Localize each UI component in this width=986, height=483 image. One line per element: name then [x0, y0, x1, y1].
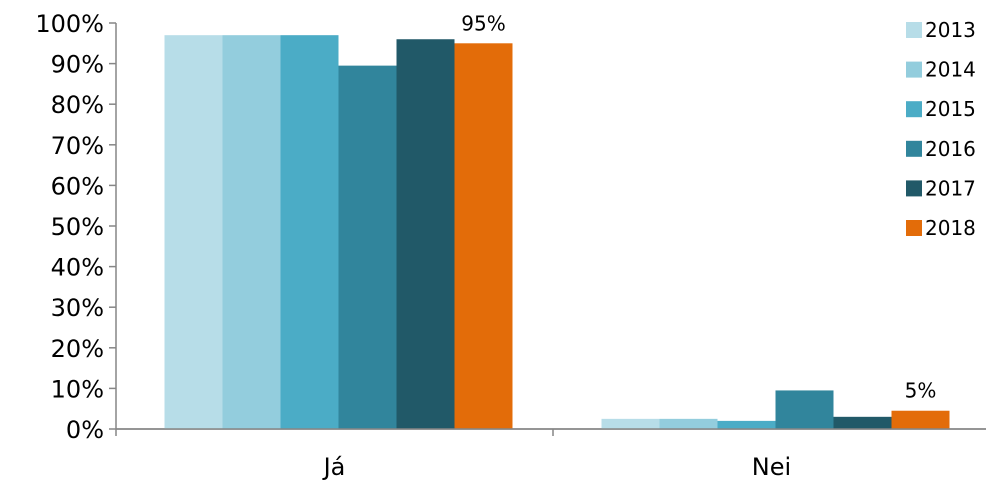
- y-tick-label: 0%: [66, 416, 104, 444]
- x-category-label: Já: [322, 453, 346, 481]
- bars: [116, 35, 986, 430]
- bar-2018-Já: [454, 43, 513, 430]
- y-tick-label: 60%: [51, 172, 104, 200]
- legend-swatch-2013: [906, 22, 922, 38]
- y-axis: 0% 10% 20% 30% 40% 50% 60% 70% 80% 90% 100%: [35, 10, 117, 444]
- data-label: 95%: [461, 11, 505, 35]
- bar-2015-Já: [280, 35, 339, 430]
- bar-2015-Nei: [717, 420, 776, 429]
- legend-label: 2015: [925, 97, 976, 121]
- data-labels: 95% 5%: [461, 11, 936, 402]
- legend-swatch-2016: [906, 140, 922, 157]
- bar-2013-Nei: [601, 418, 660, 429]
- legend-swatch-2017: [906, 180, 922, 197]
- legend: 2013 2014 2015 2016 2017 2018: [906, 18, 976, 240]
- y-tick-label: 10%: [51, 375, 104, 403]
- y-tick-label: 100%: [35, 10, 104, 38]
- y-tick-label: 40%: [51, 254, 104, 282]
- y-tick-label: 50%: [51, 213, 104, 241]
- data-label: 5%: [905, 379, 937, 403]
- bar-2013-Já: [164, 35, 223, 430]
- bar-2014-Nei: [659, 418, 718, 429]
- bar-2016-Nei: [775, 390, 834, 429]
- legend-swatch-2015: [906, 101, 922, 118]
- y-tick-label: 80%: [51, 91, 104, 119]
- legend-swatch-2014: [906, 61, 922, 78]
- y-tick-label: 20%: [51, 335, 104, 363]
- bar-2017-Nei: [833, 416, 892, 429]
- legend-label: 2018: [925, 216, 976, 240]
- legend-swatch-2018: [906, 220, 922, 236]
- bar-2018-Nei: [891, 410, 950, 429]
- bar-2014-Já: [222, 35, 281, 430]
- legend-label: 2014: [925, 58, 976, 82]
- y-tick-label: 30%: [51, 294, 104, 322]
- legend-label: 2013: [925, 18, 976, 42]
- legend-label: 2016: [925, 137, 976, 161]
- y-tick-label: 70%: [51, 132, 104, 160]
- legend-label: 2017: [925, 176, 976, 200]
- x-axis: Já Nei: [115, 428, 986, 481]
- bar-2017-Já: [396, 39, 455, 430]
- y-tick-label: 90%: [51, 51, 104, 79]
- x-category-label: Nei: [752, 453, 791, 481]
- bar-2016-Já: [338, 65, 397, 429]
